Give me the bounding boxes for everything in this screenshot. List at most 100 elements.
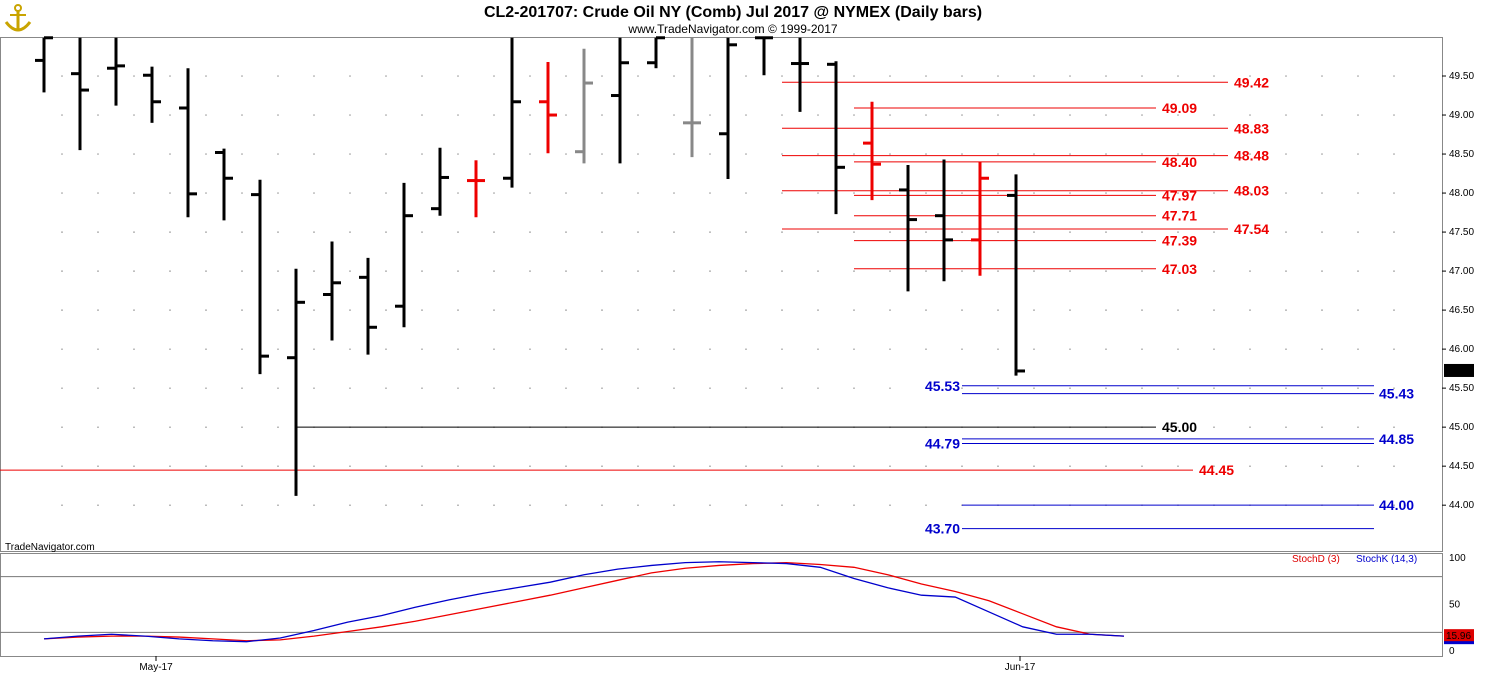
grid-dot — [241, 387, 243, 389]
grid-dot — [1141, 231, 1143, 233]
grid-dot — [97, 465, 99, 467]
support-resistance-levels: 49.42 49.09 48.83 48.48 48.40 48.03 47.97 47.71… — [0, 74, 1414, 537]
grid-dot — [781, 114, 783, 116]
grid-dot — [853, 231, 855, 233]
grid-dot — [493, 192, 495, 194]
grid-dot — [961, 75, 963, 77]
grid-dot — [205, 75, 207, 77]
grid-dot — [1213, 348, 1215, 350]
grid-dot — [709, 192, 711, 194]
grid-dot — [205, 348, 207, 350]
grid-dot — [457, 387, 459, 389]
grid-dot — [61, 504, 63, 506]
grid-dot — [781, 348, 783, 350]
grid-dot — [817, 309, 819, 311]
grid-dot — [241, 504, 243, 506]
grid-dot — [169, 504, 171, 506]
grid-dot — [1285, 387, 1287, 389]
grid-dot — [565, 192, 567, 194]
grid-dot — [997, 309, 999, 311]
level-label: 43.70 — [925, 521, 960, 537]
grid-dot — [493, 231, 495, 233]
ohlc-bar — [611, 37, 629, 164]
grid-dot — [1393, 75, 1395, 77]
grid-dot — [61, 153, 63, 155]
grid-dot — [961, 192, 963, 194]
grid-dot — [961, 153, 963, 155]
grid-dot — [313, 309, 315, 311]
grid-dot — [673, 114, 675, 116]
grid-dot — [817, 465, 819, 467]
grid-dot — [457, 114, 459, 116]
grid-dot — [853, 348, 855, 350]
grid-dot — [457, 348, 459, 350]
grid-dot — [1249, 231, 1251, 233]
grid-dot — [205, 504, 207, 506]
grid-dot — [1249, 465, 1251, 467]
grid-dot — [241, 309, 243, 311]
grid-dot — [601, 309, 603, 311]
level-label: 48.03 — [1234, 183, 1269, 199]
grid-dot — [1357, 348, 1359, 350]
grid-dot — [61, 231, 63, 233]
level-label: 44.79 — [925, 436, 960, 452]
grid-dot — [529, 348, 531, 350]
grid-dot — [1321, 192, 1323, 194]
ohlc-bar — [863, 101, 881, 201]
grid-dot — [349, 114, 351, 116]
stoch-line — [43, 561, 1125, 643]
grid-dot — [565, 153, 567, 155]
grid-dot — [1177, 192, 1179, 194]
grid-dot — [1357, 270, 1359, 272]
y-tick-label: 45.00 — [1449, 422, 1474, 433]
date-axis: May-17 Jun-17 — [139, 656, 1036, 673]
grid-dot — [673, 465, 675, 467]
grid-dot — [385, 192, 387, 194]
grid-dot — [637, 348, 639, 350]
stochastic-axis: 100 50 0 — [1449, 553, 1466, 657]
grid-dot — [1069, 465, 1071, 467]
grid-dot — [349, 348, 351, 350]
y-tick-label: 49.50 — [1449, 71, 1474, 82]
grid-dot — [925, 270, 927, 272]
grid-dot — [637, 231, 639, 233]
grid-dot — [1069, 309, 1071, 311]
grid-dot — [241, 153, 243, 155]
grid-dot — [97, 309, 99, 311]
grid-dot — [133, 192, 135, 194]
grid-dot — [385, 387, 387, 389]
anchor-logo-icon — [4, 4, 32, 32]
grid-dot — [1105, 75, 1107, 77]
grid-dot — [1249, 309, 1251, 311]
grid-dot — [277, 114, 279, 116]
grid-dot — [601, 114, 603, 116]
grid-dot — [853, 387, 855, 389]
y-tick-label: 48.50 — [1449, 149, 1474, 160]
grid-dot — [1177, 465, 1179, 467]
grid-dot — [709, 309, 711, 311]
grid-dot — [205, 192, 207, 194]
grid-dot — [1069, 114, 1071, 116]
grid-dot — [205, 231, 207, 233]
grid-dot — [853, 504, 855, 506]
grid-dot — [709, 114, 711, 116]
grid-dot — [601, 270, 603, 272]
grid-dot — [709, 504, 711, 506]
grid-dot — [1105, 387, 1107, 389]
grid-dot — [997, 114, 999, 116]
grid-dot — [241, 75, 243, 77]
ohlc-bar — [107, 37, 125, 106]
grid-dot — [1285, 309, 1287, 311]
grid-dot — [925, 348, 927, 350]
grid-dot — [385, 114, 387, 116]
grid-dot — [97, 387, 99, 389]
grid-dot — [277, 387, 279, 389]
level-label: 45.53 — [925, 378, 960, 394]
grid-dot — [1393, 153, 1395, 155]
grid-dot — [1069, 387, 1071, 389]
ohlc-bar — [503, 37, 521, 188]
grid-dot — [1177, 75, 1179, 77]
grid-dot — [1033, 387, 1035, 389]
grid-dot — [889, 231, 891, 233]
grid-dot — [889, 309, 891, 311]
